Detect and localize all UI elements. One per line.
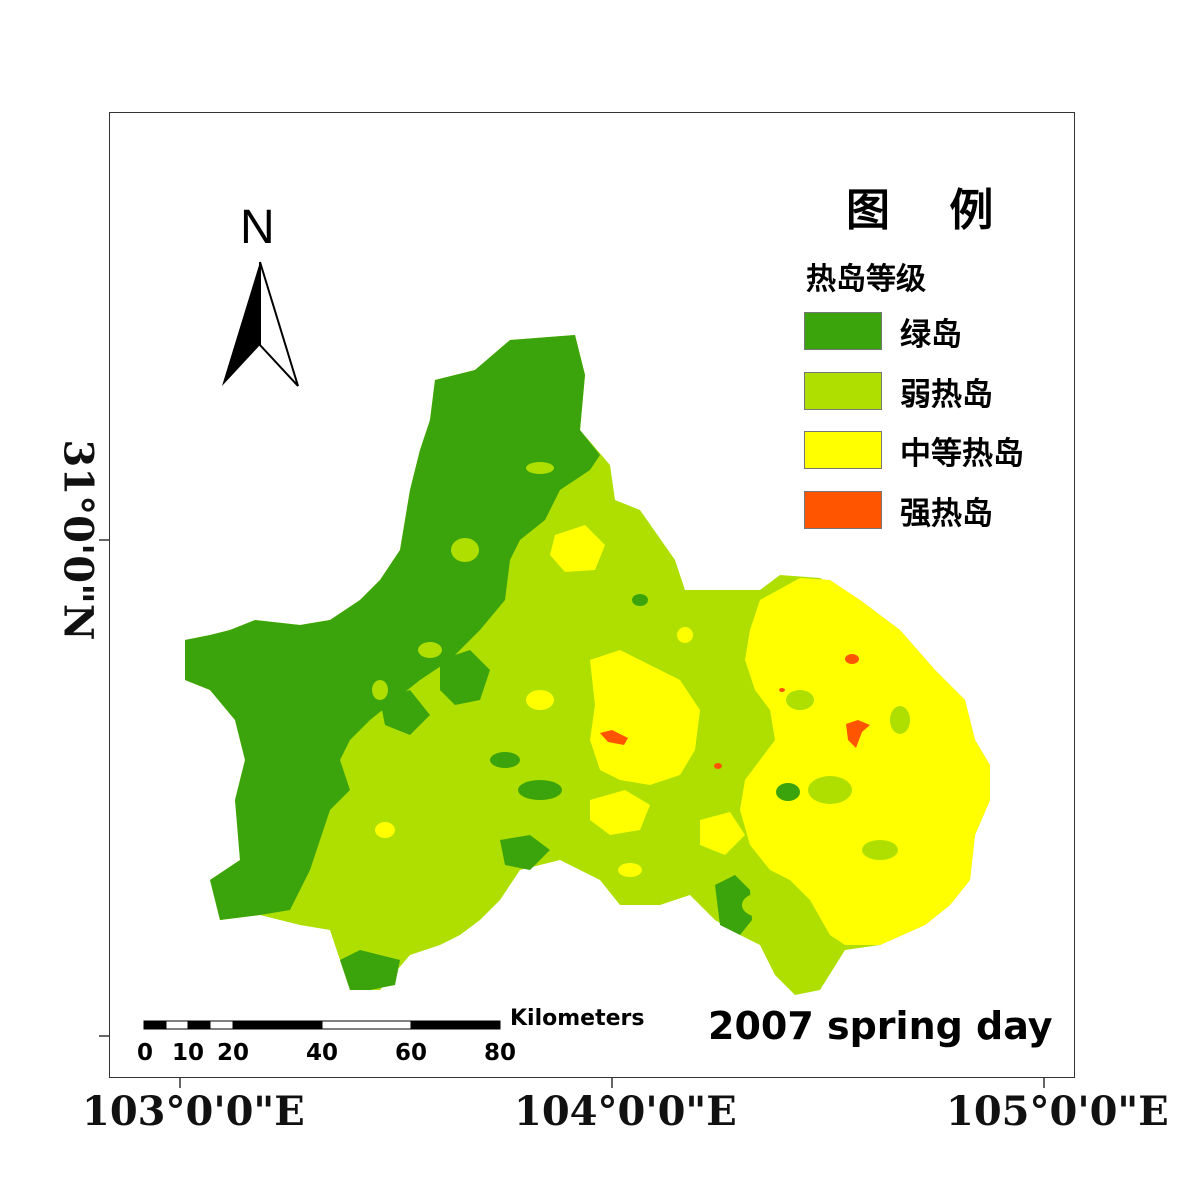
north-letter: N: [240, 201, 275, 254]
legend-swatch-green-island: [804, 312, 882, 350]
scale-tick: 0: [136, 1040, 154, 1066]
legend-label: 绿岛: [900, 316, 962, 353]
scale-tick: 20: [216, 1040, 250, 1066]
region-green-island: [185, 335, 600, 920]
strong-heat-patches: [600, 654, 870, 769]
legend-subtitle: 热岛等级: [806, 262, 926, 297]
legend-item-green-island: 绿岛: [804, 311, 962, 353]
scale-unit: Kilometers: [510, 1006, 645, 1031]
legend-label: 弱热岛: [900, 376, 993, 413]
legend-swatch-weak-heat-island: [804, 372, 882, 410]
map-caption: 2007 spring day: [708, 1004, 1053, 1048]
scale-tick: 10: [171, 1040, 205, 1066]
legend-title: 图 例: [846, 185, 1016, 236]
legend-label: 强热岛: [900, 495, 993, 532]
legend-item-moderate-heat-island: 中等热岛: [804, 430, 1024, 472]
lon-label-105: 105°0'0"E: [946, 1088, 1169, 1135]
lat-label-31: 31°0'0"N: [54, 439, 102, 641]
green-spot-east: [776, 783, 800, 801]
legend-swatch-moderate-heat-island: [804, 431, 882, 469]
lon-label-103: 103°0'0"E: [82, 1088, 305, 1135]
moderate-heat-patches: [375, 525, 990, 945]
axis-ticks: [99, 539, 1045, 1088]
lon-label-104: 104°0'0"E: [514, 1088, 737, 1135]
scale-tick: 80: [483, 1040, 517, 1066]
legend-label: 中等热岛: [900, 435, 1024, 472]
scale-tick: 40: [305, 1040, 339, 1066]
legend-item-weak-heat-island: 弱热岛: [804, 371, 993, 413]
scale-tick: 60: [394, 1040, 428, 1066]
east-weak-patches: [742, 690, 910, 917]
green-patches: [340, 588, 830, 990]
legend-swatch-strong-heat-island: [804, 491, 882, 529]
weak-patches: [372, 462, 554, 700]
north-arrow-icon: [222, 261, 299, 387]
scale-bar: [143, 1020, 501, 1030]
legend-item-strong-heat-island: 强热岛: [804, 490, 993, 532]
